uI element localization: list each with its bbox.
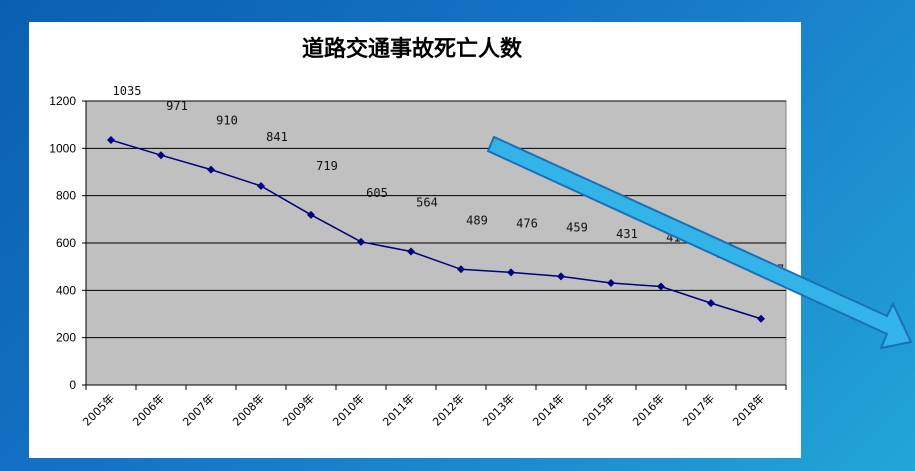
y-tick-label: 800	[56, 189, 76, 203]
data-point	[207, 165, 215, 174]
y-tick-label: 0	[69, 378, 76, 392]
x-tick-label: 2007年	[180, 391, 217, 428]
x-tick-label: 2009年	[280, 391, 317, 428]
x-tick-label: 2015年	[580, 391, 617, 428]
data-point	[457, 265, 465, 274]
chart-card: 道路交通事故死亡人数 0 200 400 600 800 1000 1200 2005年 200…	[29, 22, 801, 458]
x-tick-label: 2010年	[330, 391, 367, 428]
data-label: 459	[566, 220, 588, 234]
x-tick-label: 2017年	[680, 391, 717, 428]
data-label: 431	[616, 227, 638, 241]
data-label: 27	[770, 263, 784, 277]
data-label: 841	[266, 130, 288, 144]
y-tick-label: 1000	[49, 141, 76, 155]
x-tick-label: 2006年	[130, 391, 167, 428]
data-point	[407, 247, 415, 256]
y-tick-label: 600	[56, 236, 76, 250]
x-tick-label: 2012年	[430, 391, 467, 428]
data-label: 910	[216, 114, 238, 128]
data-label: 489	[466, 213, 488, 227]
y-tick-label: 200	[56, 331, 76, 345]
data-point	[307, 210, 315, 219]
x-tick-label: 2018年	[730, 391, 767, 428]
data-label: 1035	[113, 84, 142, 98]
x-tick-label: 2008年	[230, 391, 267, 428]
data-point	[257, 181, 265, 190]
plot-area: 0 200 400 600 800 1000 1200 2005年 2006年 2007年 2008…	[49, 84, 787, 429]
x-tick-label: 2014年	[530, 391, 567, 428]
x-tick-label: 2005年	[80, 391, 117, 428]
y-tick-label: 1200	[49, 94, 76, 108]
data-label: 346	[716, 247, 738, 261]
data-label: 476	[516, 216, 538, 230]
data-point	[157, 151, 165, 160]
data-label: 564	[416, 196, 438, 210]
data-point	[357, 237, 365, 246]
x-tick-label: 2016年	[630, 391, 667, 428]
data-label: 971	[166, 99, 188, 113]
chart-title: 道路交通事故死亡人数	[302, 36, 523, 62]
data-point	[107, 136, 115, 145]
x-tick-label: 2011年	[380, 391, 417, 428]
data-label: 719	[316, 159, 338, 173]
line-chart: 道路交通事故死亡人数 0 200 400 600 800 1000 1200 2005年 200…	[49, 36, 787, 429]
x-tick-label: 2013年	[480, 391, 517, 428]
y-tick-label: 400	[56, 283, 76, 297]
data-label: 416	[666, 231, 688, 245]
data-label: 605	[366, 186, 388, 200]
